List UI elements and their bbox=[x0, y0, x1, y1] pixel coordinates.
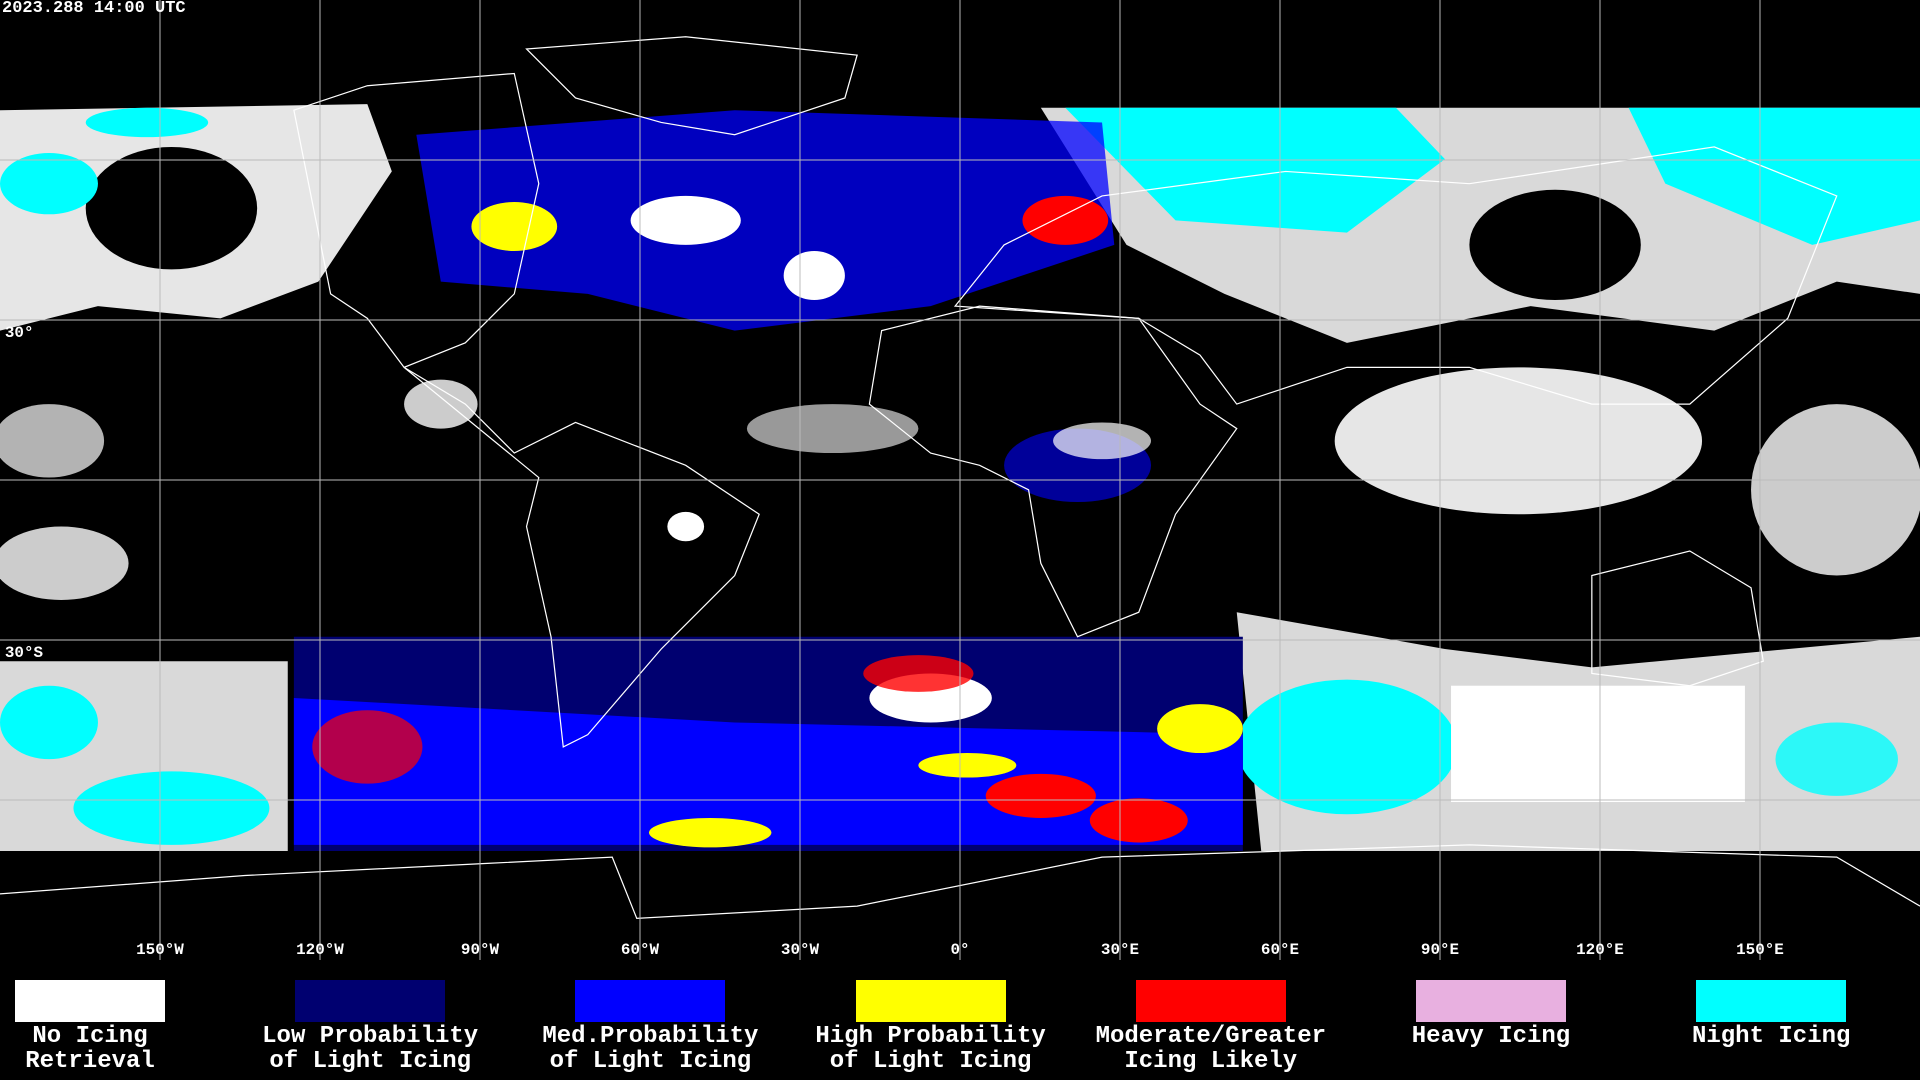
cloud-cyan bbox=[1775, 722, 1898, 796]
legend-label-line: of Light Icing bbox=[269, 1048, 471, 1075]
cloud-field bbox=[0, 104, 1920, 852]
legend-label-line: of Light Icing bbox=[829, 1048, 1032, 1075]
cloud-white bbox=[783, 251, 845, 300]
cloud-white bbox=[746, 404, 919, 454]
legend-swatch bbox=[15, 980, 165, 1022]
legend-label-line: Low Probability bbox=[262, 1023, 479, 1050]
coastlines bbox=[0, 36, 1920, 920]
cloud-white bbox=[404, 379, 478, 429]
cloud-gap bbox=[85, 146, 258, 270]
legend-swatch bbox=[575, 980, 726, 1022]
coast-greenland bbox=[525, 36, 858, 136]
legend-label-line: Moderate/Greater bbox=[1095, 1023, 1327, 1050]
legend-swatch bbox=[1416, 980, 1566, 1022]
longitude-label: 90°W bbox=[461, 941, 500, 959]
latitude-label: 30° bbox=[5, 324, 34, 342]
legend-label: Night Icing bbox=[1631, 1024, 1911, 1049]
cloud-cyan bbox=[0, 685, 98, 760]
cloud-white bbox=[630, 195, 741, 245]
longitude-label: 30°E bbox=[1101, 941, 1139, 959]
legend-label: Low Probability of Light Icing bbox=[230, 1024, 510, 1074]
cloud-white bbox=[667, 511, 705, 542]
cloud-white bbox=[1053, 422, 1152, 460]
longitude-label: 120°E bbox=[1576, 941, 1624, 959]
legend-label-line: High Probability bbox=[815, 1023, 1046, 1050]
legend-swatch bbox=[295, 980, 446, 1022]
legend-label: Heavy Icing bbox=[1351, 1024, 1631, 1049]
graticule bbox=[0, 0, 1920, 960]
icing-moderate bbox=[1089, 798, 1188, 843]
cloud-white bbox=[1751, 404, 1920, 576]
legend-label-line: of Light Icing bbox=[549, 1048, 752, 1075]
legend-label-line: Heavy Icing bbox=[1411, 1023, 1571, 1050]
cloud-cyan bbox=[1628, 107, 1920, 245]
longitude-label: 30°W bbox=[781, 941, 820, 959]
coast-north-america bbox=[293, 72, 540, 369]
coast-antarctica bbox=[0, 844, 1920, 920]
legend-label: High Probability of Light Icing bbox=[791, 1024, 1071, 1074]
coast-eurasia bbox=[953, 146, 1838, 405]
cloud-white bbox=[0, 404, 105, 478]
cloud-cyan bbox=[0, 153, 98, 215]
cloud-white bbox=[1451, 685, 1745, 803]
icing-high bbox=[648, 817, 772, 848]
cloud-white bbox=[0, 526, 129, 600]
longitude-label: 60°W bbox=[621, 941, 660, 959]
legend-label-line: No Icing bbox=[32, 1023, 148, 1050]
legend-label: Med.Probability of Light Icing bbox=[510, 1024, 790, 1074]
cloud-cyan bbox=[1065, 107, 1445, 233]
legend-label-line: Night Icing bbox=[1691, 1023, 1851, 1050]
icing-high bbox=[471, 202, 558, 252]
legend-label: Moderate/Greater Icing Likely bbox=[1071, 1024, 1351, 1074]
legend-label-line: Retrieval bbox=[25, 1048, 155, 1075]
timestamp: 2023.288 14:00 UTC bbox=[2, 0, 186, 18]
icing-high bbox=[918, 753, 1017, 778]
coast-africa bbox=[868, 305, 1238, 638]
icing-med bbox=[416, 110, 1115, 331]
cloud-white bbox=[1334, 367, 1703, 515]
longitude-label: 150°W bbox=[136, 941, 184, 959]
cloud-cyan bbox=[85, 107, 209, 138]
legend-label: No Icing Retrieval bbox=[0, 1024, 230, 1074]
legend-label-line: Med.Probability bbox=[542, 1023, 759, 1050]
cloud-cyan bbox=[1236, 679, 1458, 815]
latitude-label: 30°S bbox=[5, 644, 44, 662]
longitude-label: 150°E bbox=[1736, 941, 1784, 959]
icing-map: 150°W 120°W 90°W 60°W 30°W 0° 30°E 60°E 90°E 120°… bbox=[0, 0, 1920, 960]
legend-swatch bbox=[855, 980, 1006, 1022]
cloud-cyan bbox=[73, 771, 270, 845]
icing-moderate bbox=[985, 773, 1096, 818]
icing-moderate bbox=[1022, 195, 1109, 245]
icing-moderate bbox=[312, 710, 423, 784]
longitude-label: 0° bbox=[950, 941, 969, 959]
cloud-gap bbox=[1469, 189, 1641, 300]
legend-swatch bbox=[1696, 980, 1847, 1022]
legend-swatch bbox=[1135, 980, 1286, 1022]
icing-high bbox=[1157, 704, 1243, 754]
longitude-label: 60°E bbox=[1261, 941, 1299, 959]
coast-australia bbox=[1591, 550, 1764, 687]
icing-moderate bbox=[863, 655, 974, 692]
longitude-label: 90°E bbox=[1421, 941, 1459, 959]
legend-label-line: Icing Likely bbox=[1124, 1048, 1298, 1075]
coast-south-america bbox=[403, 366, 760, 748]
longitude-label: 120°W bbox=[296, 941, 344, 959]
